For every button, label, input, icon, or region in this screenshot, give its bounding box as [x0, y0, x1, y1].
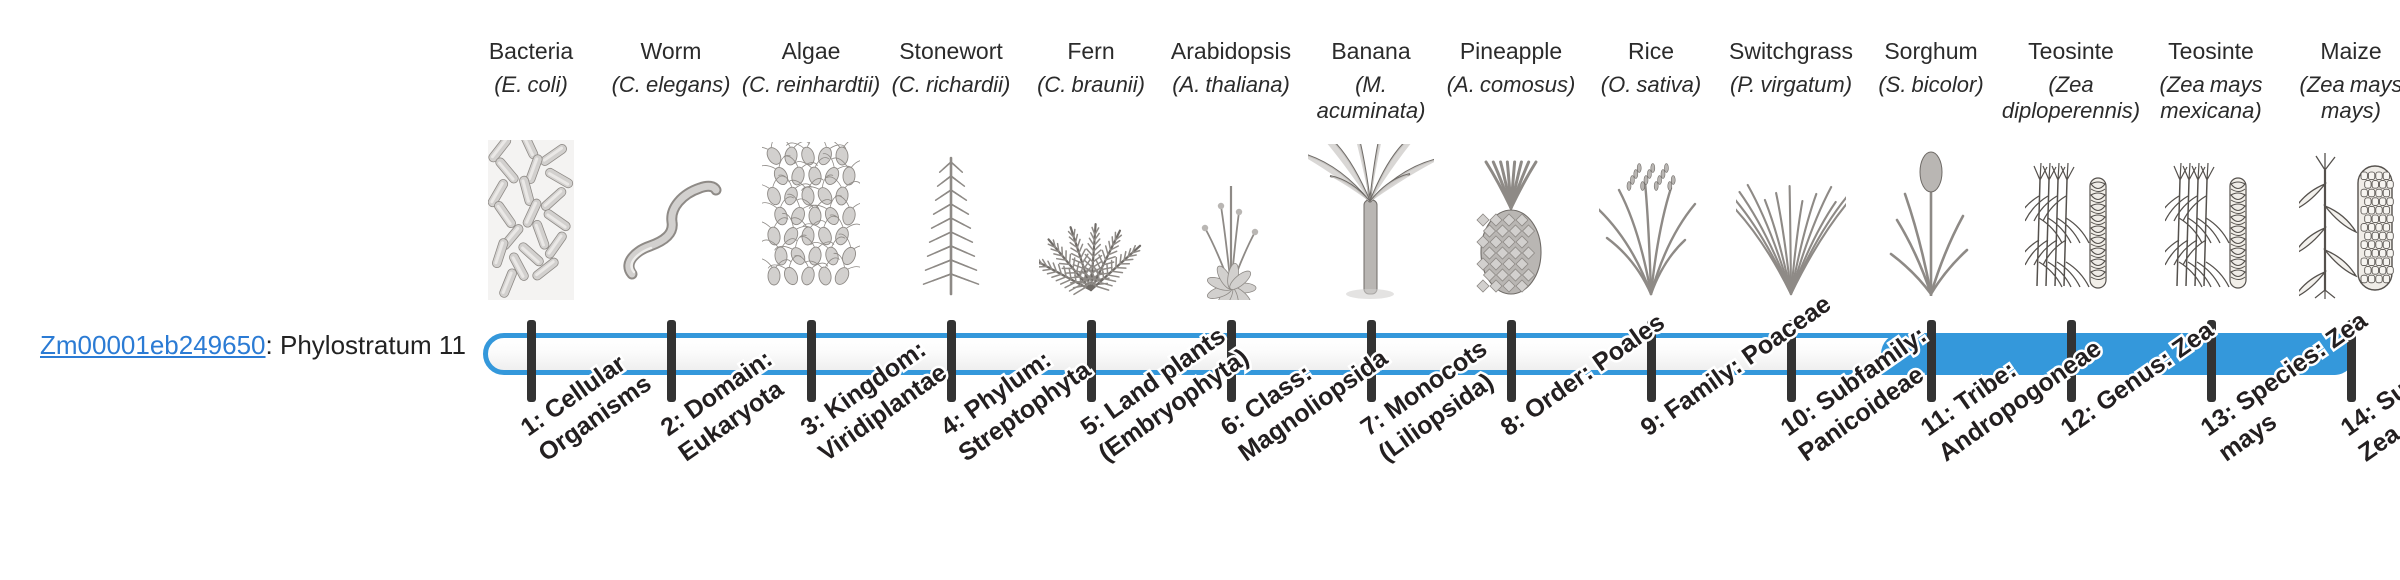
- switchgrass-illustration: [1721, 168, 1861, 300]
- species-common-name: Bacteria: [488, 38, 574, 64]
- species-common-name: Banana: [1331, 38, 1411, 64]
- stratum-tick[interactable]: [2067, 320, 2076, 402]
- gene-phylostratum-label: Zm00001eb249650: Phylostratum 11: [40, 330, 466, 360]
- gene-label-separator: :: [265, 330, 280, 360]
- species-column: Banana (M. acuminata): [1301, 38, 1441, 124]
- teosinte-illustration: [2001, 162, 2141, 300]
- species-column: Pineapple (A. comosus): [1441, 38, 1581, 98]
- stratum-tick[interactable]: [1367, 320, 1376, 402]
- species-scientific-name: (S. bicolor): [1878, 72, 1984, 97]
- species-scientific-name: (Zea mays mexicana): [2159, 72, 2263, 123]
- species-column: Teosinte (Zea diploperennis): [2001, 38, 2141, 124]
- phylostratum-bar-fill: [1881, 333, 2355, 375]
- species-scientific-name: (C. elegans): [611, 72, 731, 97]
- stratum-tick[interactable]: [1087, 320, 1096, 402]
- species-scientific-name: (Zea mays mays): [2299, 72, 2400, 123]
- species-common-name: Rice: [1627, 38, 1674, 64]
- species-scientific-name: (C. braunii): [1037, 72, 1145, 97]
- pineapple-illustration: [1441, 160, 1581, 300]
- species-scientific-name: (M. acuminata): [1316, 72, 1426, 123]
- stratum-tick[interactable]: [1227, 320, 1236, 402]
- algae-illustration: [741, 142, 881, 300]
- species-column: Bacteria (E. coli): [461, 38, 601, 98]
- species-column: Worm (C. elegans): [601, 38, 741, 98]
- species-column: Teosinte (Zea mays mexicana): [2141, 38, 2281, 124]
- species-common-name: Worm: [640, 38, 702, 64]
- species-common-name: Switchgrass: [1729, 38, 1853, 64]
- species-scientific-name: (P. virgatum): [1729, 72, 1853, 97]
- species-common-name: Algae: [781, 38, 841, 64]
- species-common-name: Stonewort: [899, 38, 1003, 64]
- species-column: Arabidopsis (A. thaliana): [1161, 38, 1301, 98]
- stratum-number: 12:: [2053, 396, 2104, 445]
- bacteria-illustration: [461, 140, 601, 300]
- stratum-tick[interactable]: [807, 320, 816, 402]
- species-scientific-name: (A. thaliana): [1172, 72, 1290, 97]
- stratum-tick[interactable]: [2207, 320, 2216, 402]
- sorghum-illustration: [1861, 151, 2001, 300]
- species-column: Stonewort (C. richardii): [881, 38, 1021, 98]
- species-common-name: Teosinte: [2028, 38, 2114, 64]
- species-scientific-name: (E. coli): [494, 72, 568, 97]
- species-scientific-name: (O. sativa): [1600, 72, 1702, 97]
- teosinte-illustration: [2141, 162, 2281, 300]
- species-column: Fern (C. braunii): [1021, 38, 1161, 98]
- gene-id-link[interactable]: Zm00001eb249650: [40, 330, 266, 360]
- maize-illustration: [2281, 153, 2400, 300]
- species-common-name: Teosinte: [2168, 38, 2254, 64]
- species-scientific-name: (C. reinhardtii): [741, 72, 881, 97]
- species-scientific-name: (Zea diploperennis): [2001, 72, 2141, 123]
- species-common-name: Arabidopsis: [1170, 38, 1292, 64]
- species-scientific-name: (A. comosus): [1446, 72, 1576, 97]
- phylostratum-value-text: Phylostratum 11: [279, 330, 466, 360]
- stratum-tick[interactable]: [947, 320, 956, 402]
- stratum-tick[interactable]: [1507, 320, 1516, 402]
- stonewort-illustration: [881, 156, 1021, 300]
- stratum-number: 8:: [1493, 404, 1532, 445]
- stratum-tick[interactable]: [667, 320, 676, 402]
- species-common-name: Pineapple: [1459, 38, 1563, 64]
- species-scientific-name: (C. richardii): [891, 72, 1011, 97]
- species-column: Rice (O. sativa): [1581, 38, 1721, 98]
- banana-illustration: [1301, 144, 1441, 300]
- species-column: Switchgrass (P. virgatum): [1721, 38, 1861, 98]
- stratum-tick[interactable]: [2347, 320, 2356, 402]
- species-column: Maize (Zea mays mays): [2281, 38, 2400, 124]
- species-column: Sorghum (S. bicolor): [1861, 38, 2001, 98]
- worm-illustration: [601, 168, 741, 300]
- stratum-tick[interactable]: [1927, 320, 1936, 402]
- stratum-number: 9:: [1633, 404, 1672, 445]
- species-column: Algae (C. reinhardtii): [741, 38, 881, 98]
- rice-illustration: [1581, 163, 1721, 300]
- stratum-tick[interactable]: [1647, 320, 1656, 402]
- species-common-name: Maize: [2320, 38, 2382, 64]
- stratum-tick[interactable]: [527, 320, 536, 402]
- arabidopsis-illustration: [1161, 168, 1301, 300]
- fern-illustration: [1021, 168, 1161, 300]
- species-common-name: Sorghum: [1884, 38, 1978, 64]
- stratum-tick[interactable]: [1787, 320, 1796, 402]
- species-common-name: Fern: [1067, 38, 1115, 64]
